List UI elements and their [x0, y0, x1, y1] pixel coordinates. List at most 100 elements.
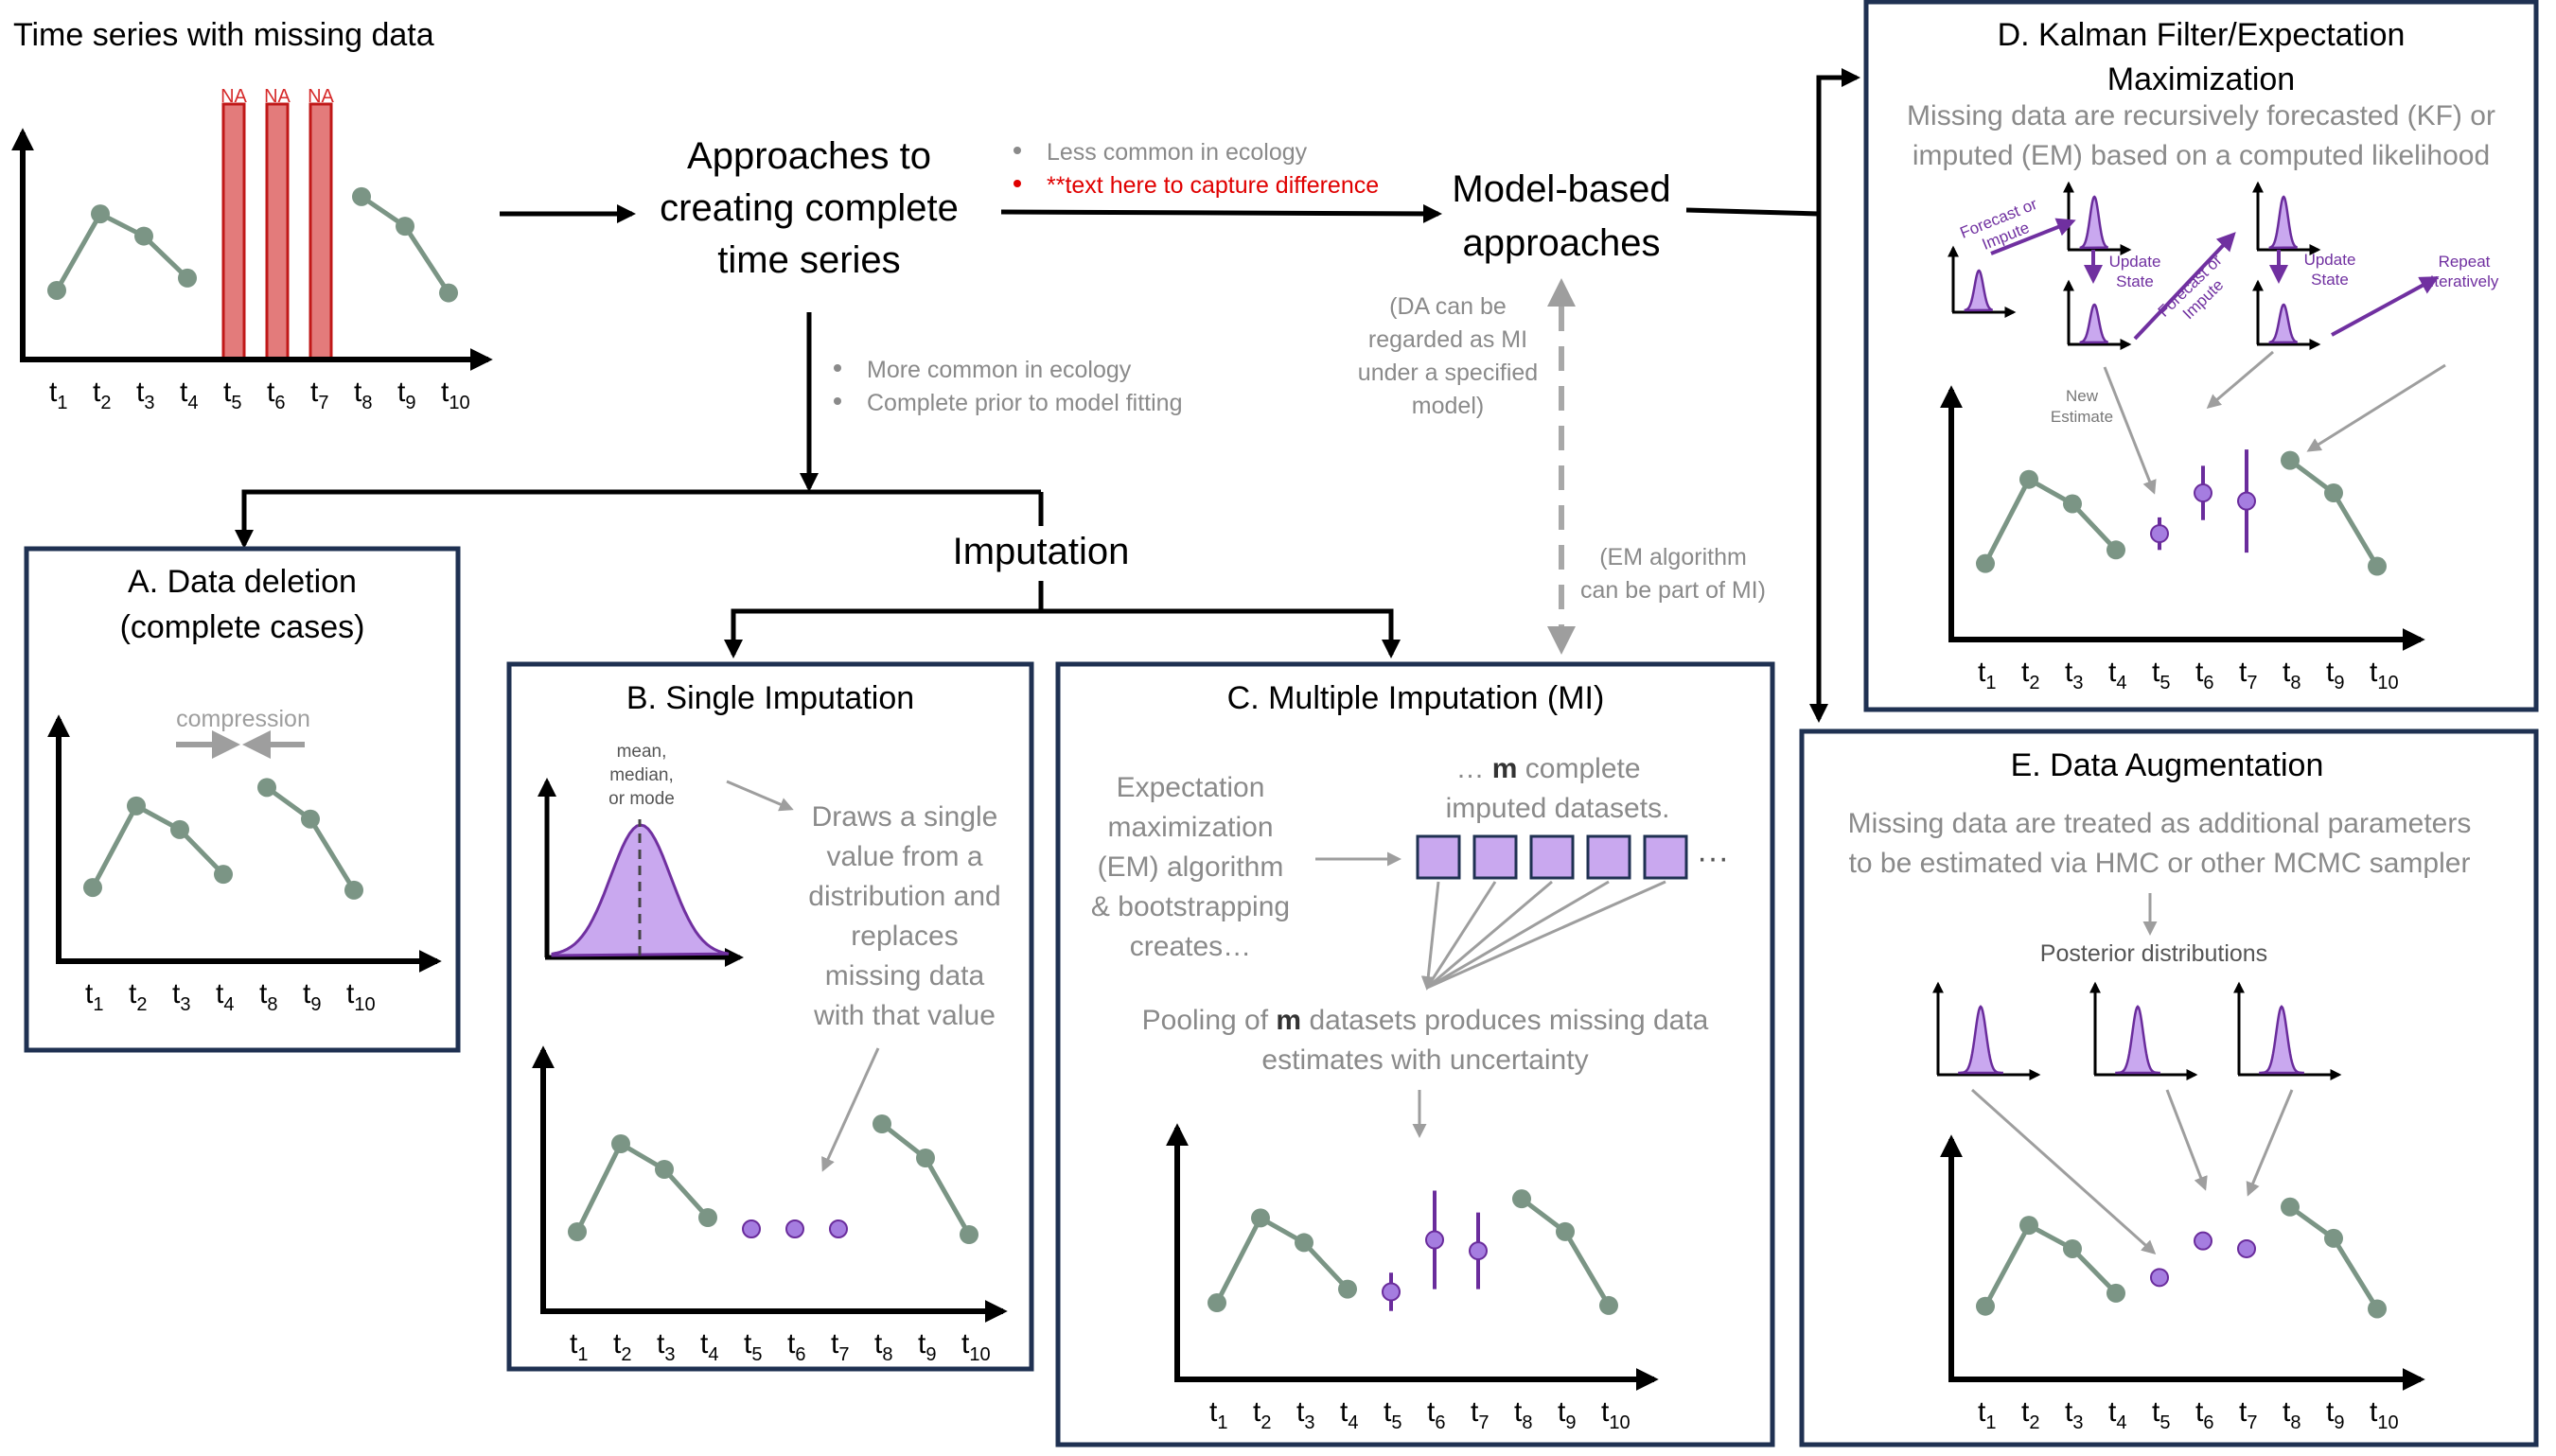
- description-line: imputed (EM) based on a computed likelih…: [1913, 140, 2490, 171]
- observed-point: [2368, 556, 2387, 576]
- time-label: t8: [2283, 1396, 2300, 1433]
- kalman-arrows: [1990, 218, 2440, 341]
- connector-to-multiple: [1041, 608, 1401, 658]
- time-label: t7: [1471, 1396, 1489, 1433]
- time-label: t10: [961, 1328, 991, 1365]
- series-line: [1520, 1197, 1612, 1307]
- observed-point: [214, 865, 233, 885]
- time-label: t8: [2283, 657, 2300, 693]
- deletion-chart: t1 t2 t3 t4 t8 t9 t10: [47, 714, 442, 1015]
- observed-point: [1976, 553, 1995, 573]
- time-label: t1: [1209, 1396, 1227, 1433]
- original-series-chart: t1 t2 t3 t4 t5 t6 t7 t8 t9 t10: [10, 128, 493, 413]
- panel-single-imputation: B. Single Imputation mean, median, or mo…: [506, 661, 1034, 1372]
- description-line: value from a: [826, 841, 982, 872]
- em-text: Expectation maximization (EM) algorithm …: [1091, 772, 1290, 962]
- observed-point: [2063, 1238, 2082, 1258]
- panel-frame: [24, 546, 461, 1053]
- observed-point: [1338, 1279, 1357, 1299]
- new-estimate-line: Estimate: [2051, 408, 2113, 426]
- single-description: Draws a single value from a distribution…: [808, 801, 1000, 1031]
- da-note-line: regarded as MI: [1368, 326, 1527, 353]
- approaches-title-line: time series: [717, 239, 900, 281]
- observed-point: [2106, 540, 2125, 560]
- arrow-approaches-to-model: [1000, 203, 1442, 223]
- approaches-title-line: Approaches to: [687, 135, 931, 177]
- connector-to-single: [724, 608, 1041, 658]
- na-bar-group: NA NA NA: [220, 86, 335, 361]
- time-label: t4: [1340, 1396, 1358, 1433]
- imputation-bullets: More common in ecology Complete prior to…: [834, 357, 1182, 416]
- observed-point: [611, 1134, 630, 1153]
- time-label: t9: [303, 978, 321, 1015]
- em-text-line: & bootstrapping: [1091, 891, 1290, 922]
- time-label: t6: [787, 1328, 805, 1365]
- na-bar: [265, 102, 290, 361]
- pooling-text-line: Pooling of m datasets produces missing d…: [1142, 1005, 1709, 1036]
- panel-frame: [1055, 661, 1775, 1447]
- pointer-arrow: [1970, 1088, 2157, 1255]
- model-based-title-line: approaches: [1462, 222, 1660, 264]
- series-line: [54, 210, 189, 292]
- time-label: t7: [2239, 1396, 2257, 1433]
- description-line: replaces: [851, 921, 958, 952]
- datasets-text-line: … m complete: [1455, 753, 1640, 784]
- series-line: [2288, 458, 2380, 568]
- model-based-title-line: Model-based: [1452, 168, 1670, 210]
- bullet-dot: [834, 364, 841, 372]
- observed-point: [2019, 469, 2038, 489]
- observed-point: [178, 268, 197, 288]
- time-label: t1: [85, 978, 103, 1015]
- distribution-curve: [2268, 195, 2298, 250]
- time-label: t9: [1558, 1396, 1576, 1433]
- time-label: t2: [129, 978, 147, 1015]
- observed-point: [1976, 1296, 1995, 1316]
- da-note-line: model): [1412, 393, 1484, 419]
- observed-point: [91, 204, 110, 224]
- pointer-arrow: [821, 1047, 880, 1172]
- observed-point: [2106, 1283, 2125, 1303]
- kalman-iteration-schematic: [1948, 181, 2321, 350]
- em-note-line: can be part of MI): [1580, 577, 1766, 604]
- observed-point: [1512, 1189, 1531, 1209]
- time-label: t7: [831, 1328, 849, 1365]
- pointer-arrow: [2103, 366, 2157, 495]
- time-label: t3: [2065, 657, 2083, 693]
- observed-point: [873, 1114, 891, 1133]
- time-label: t6: [2195, 1396, 2213, 1433]
- series-line: [360, 194, 451, 294]
- panel-title: Maximization: [2107, 61, 2295, 97]
- description-line: missing data: [825, 960, 985, 991]
- description-line: distribution and: [808, 881, 1000, 912]
- imputation-bullet-text: More common in ecology: [867, 357, 1132, 383]
- panel-data-augmentation: E. Data Augmentation Missing data are tr…: [1799, 728, 2539, 1447]
- observed-point: [1556, 1221, 1575, 1241]
- series-line: [1214, 1214, 1349, 1305]
- em-text-line: creates…: [1130, 931, 1251, 962]
- pooling-line: [1426, 880, 1666, 990]
- observed-point: [568, 1222, 587, 1241]
- description-line: with that value: [813, 1000, 996, 1031]
- diagram-title: Time series with missing data: [13, 17, 434, 53]
- observed-point: [47, 280, 66, 300]
- time-label: t1: [1978, 657, 1996, 693]
- pointer-arrow: [2206, 350, 2274, 409]
- imputed-point: [2194, 1231, 2212, 1251]
- time-label: t5: [744, 1328, 762, 1365]
- pooling-line: [1426, 880, 1610, 990]
- observed-point: [2281, 450, 2300, 470]
- distribution-curve: [2079, 303, 2108, 344]
- forecast-arrow: [1990, 218, 2076, 255]
- time-label: t5: [2152, 1396, 2170, 1433]
- distribution-curve: [2259, 1005, 2304, 1075]
- time-label: t3: [2065, 1396, 2083, 1433]
- new-estimate-label: New Estimate: [2051, 387, 2113, 426]
- imputed-point: [1425, 1230, 1444, 1250]
- repeat-label-line: Iteratively: [2430, 272, 2499, 290]
- description-line: Missing data are recursively forecasted …: [1907, 100, 2495, 132]
- connector-to-deletion: [235, 489, 1041, 549]
- em-note-line: (EM algorithm: [1599, 544, 1747, 570]
- imputed-dataset-box: [1586, 834, 1631, 880]
- time-label: t4: [216, 978, 234, 1015]
- time-label: t3: [172, 978, 190, 1015]
